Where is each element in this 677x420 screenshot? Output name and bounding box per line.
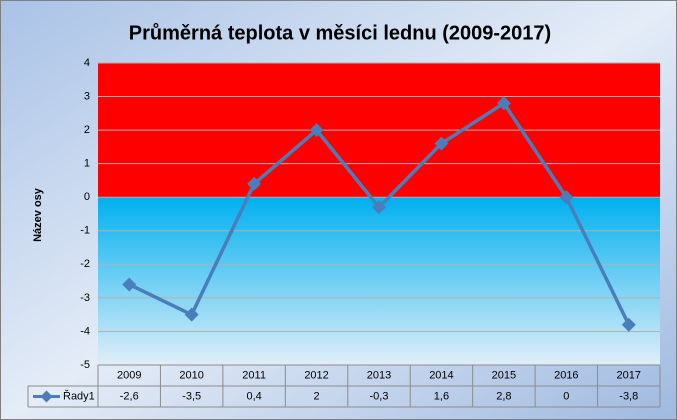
x-tick-label: 2012 — [304, 369, 328, 381]
marker — [372, 200, 386, 215]
marker — [247, 176, 262, 191]
y-tick-label: -3 — [80, 292, 90, 304]
y-axis-label: Název osy — [32, 187, 44, 242]
x-tick-label: 2017 — [617, 369, 641, 381]
y-tick-label: 3 — [84, 90, 90, 102]
y-tick-label: -1 — [80, 225, 90, 237]
y-tick-label: 0 — [84, 191, 90, 203]
x-tick-label: 2016 — [554, 369, 578, 381]
table-value: 2,8 — [496, 390, 511, 402]
table-value: -3,8 — [619, 390, 638, 402]
table-value: -3,5 — [182, 390, 201, 402]
chart-title: Průměrná teplota v měsíci lednu (2009-20… — [129, 22, 551, 44]
y-tick-label: 2 — [84, 124, 90, 136]
table-value: 0 — [563, 390, 569, 402]
table-value: 1,6 — [434, 390, 449, 402]
y-tick-label: -4 — [80, 325, 90, 337]
marker — [496, 96, 511, 111]
x-tick-label: 2015 — [492, 369, 516, 381]
cold-area — [98, 197, 660, 365]
table-value: 0,4 — [246, 390, 261, 402]
y-tick-label: 1 — [84, 158, 90, 170]
legend-marker — [40, 390, 53, 403]
table-value: -2,6 — [120, 390, 139, 402]
y-tick-label: -2 — [80, 258, 90, 270]
marker — [309, 123, 324, 138]
x-tick-label: 2014 — [429, 369, 453, 381]
y-tick-label: 4 — [84, 57, 90, 69]
table-value: 2 — [313, 390, 319, 402]
marker — [559, 190, 574, 205]
legend-label: Řady1 — [63, 389, 95, 402]
marker — [621, 317, 636, 332]
x-tick-label: 2010 — [179, 369, 203, 381]
x-tick-label: 2011 — [242, 369, 266, 381]
table-value: -0,3 — [370, 390, 389, 402]
marker — [122, 277, 137, 292]
x-tick-label: 2013 — [367, 369, 391, 381]
x-tick-label: 2009 — [117, 369, 141, 381]
marker — [434, 136, 449, 151]
y-tick-label: -5 — [80, 359, 90, 371]
marker — [184, 307, 199, 322]
